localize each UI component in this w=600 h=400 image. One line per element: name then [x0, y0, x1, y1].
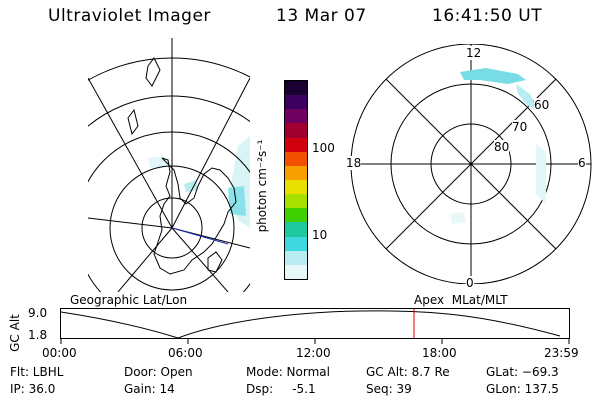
mlt-label-12: 12 [466, 46, 482, 60]
mlat-label-80: 80 [494, 140, 510, 154]
timeline-x-tick-0600: 06:00 [168, 346, 203, 360]
info-flt: Flt: LBHL [10, 365, 64, 379]
colorbar-swatch [285, 81, 307, 96]
colorbar-swatch [285, 151, 307, 166]
altitude-timeline [60, 308, 570, 344]
timeline-y-title: GC Alt [7, 314, 22, 352]
colorbar-swatch [285, 264, 307, 279]
info-mode: Mode: Normal [246, 365, 330, 379]
colorbar-swatch [285, 95, 307, 110]
date-label: 13 Mar 07 [276, 6, 367, 26]
colorbar [284, 80, 308, 280]
colorbar-swatch [285, 236, 307, 251]
timeline-y-tick-min: 1.8 [28, 328, 48, 342]
colorbar-swatch [285, 179, 307, 195]
info-ip: IP: 36.0 [10, 382, 56, 396]
mlat-label-60: 60 [534, 98, 550, 112]
info-dsp: Dsp: -5.1 [246, 382, 316, 396]
colorbar-swatch [285, 194, 307, 209]
info-gain: Gain: 14 [124, 382, 175, 396]
info-door: Door: Open [124, 365, 193, 379]
mlat-label-70: 70 [512, 120, 528, 134]
info-glon: GLon: 137.5 [486, 382, 559, 396]
colorbar-unit-label: photon cm⁻²s⁻¹ [255, 139, 269, 233]
colorbar-swatch [285, 109, 307, 124]
colorbar-swatch [285, 208, 307, 223]
colorbar-swatch [285, 250, 307, 265]
colorbar-swatch [285, 222, 307, 237]
colorbar-swatch [285, 123, 307, 138]
mlt-label-6: 6 [578, 156, 586, 170]
colorbar-tick-100: 100 [312, 141, 335, 155]
polar-plot [350, 44, 592, 284]
info-glat: GLat: −69.3 [486, 365, 559, 379]
mlt-label-0: 0 [466, 276, 474, 290]
colorbar-swatch [285, 165, 307, 180]
app-title: Ultraviolet Imager [48, 6, 211, 26]
timeline-x-tick-2359: 23:59 [544, 346, 579, 360]
mlt-label-18: 18 [346, 156, 362, 170]
info-seq: Seq: 39 [366, 382, 412, 396]
colorbar-swatch [285, 137, 307, 152]
colorbar-tick-10: 10 [312, 228, 328, 242]
timeline-x-tick-1200: 12:00 [296, 346, 331, 360]
geographic-map [88, 38, 250, 292]
time-label: 16:41:50 UT [432, 6, 543, 26]
apex-mlat-mlt-label: Apex MLat/MLT [414, 293, 508, 307]
timeline-x-tick-0000: 00:00 [42, 346, 77, 360]
geographic-lat-lon-label: Geographic Lat/Lon [70, 293, 188, 307]
info-gc-alt: GC Alt: 8.7 Re [366, 365, 450, 379]
timeline-y-tick-max: 9.0 [28, 306, 48, 320]
timeline-x-tick-1800: 18:00 [422, 346, 457, 360]
